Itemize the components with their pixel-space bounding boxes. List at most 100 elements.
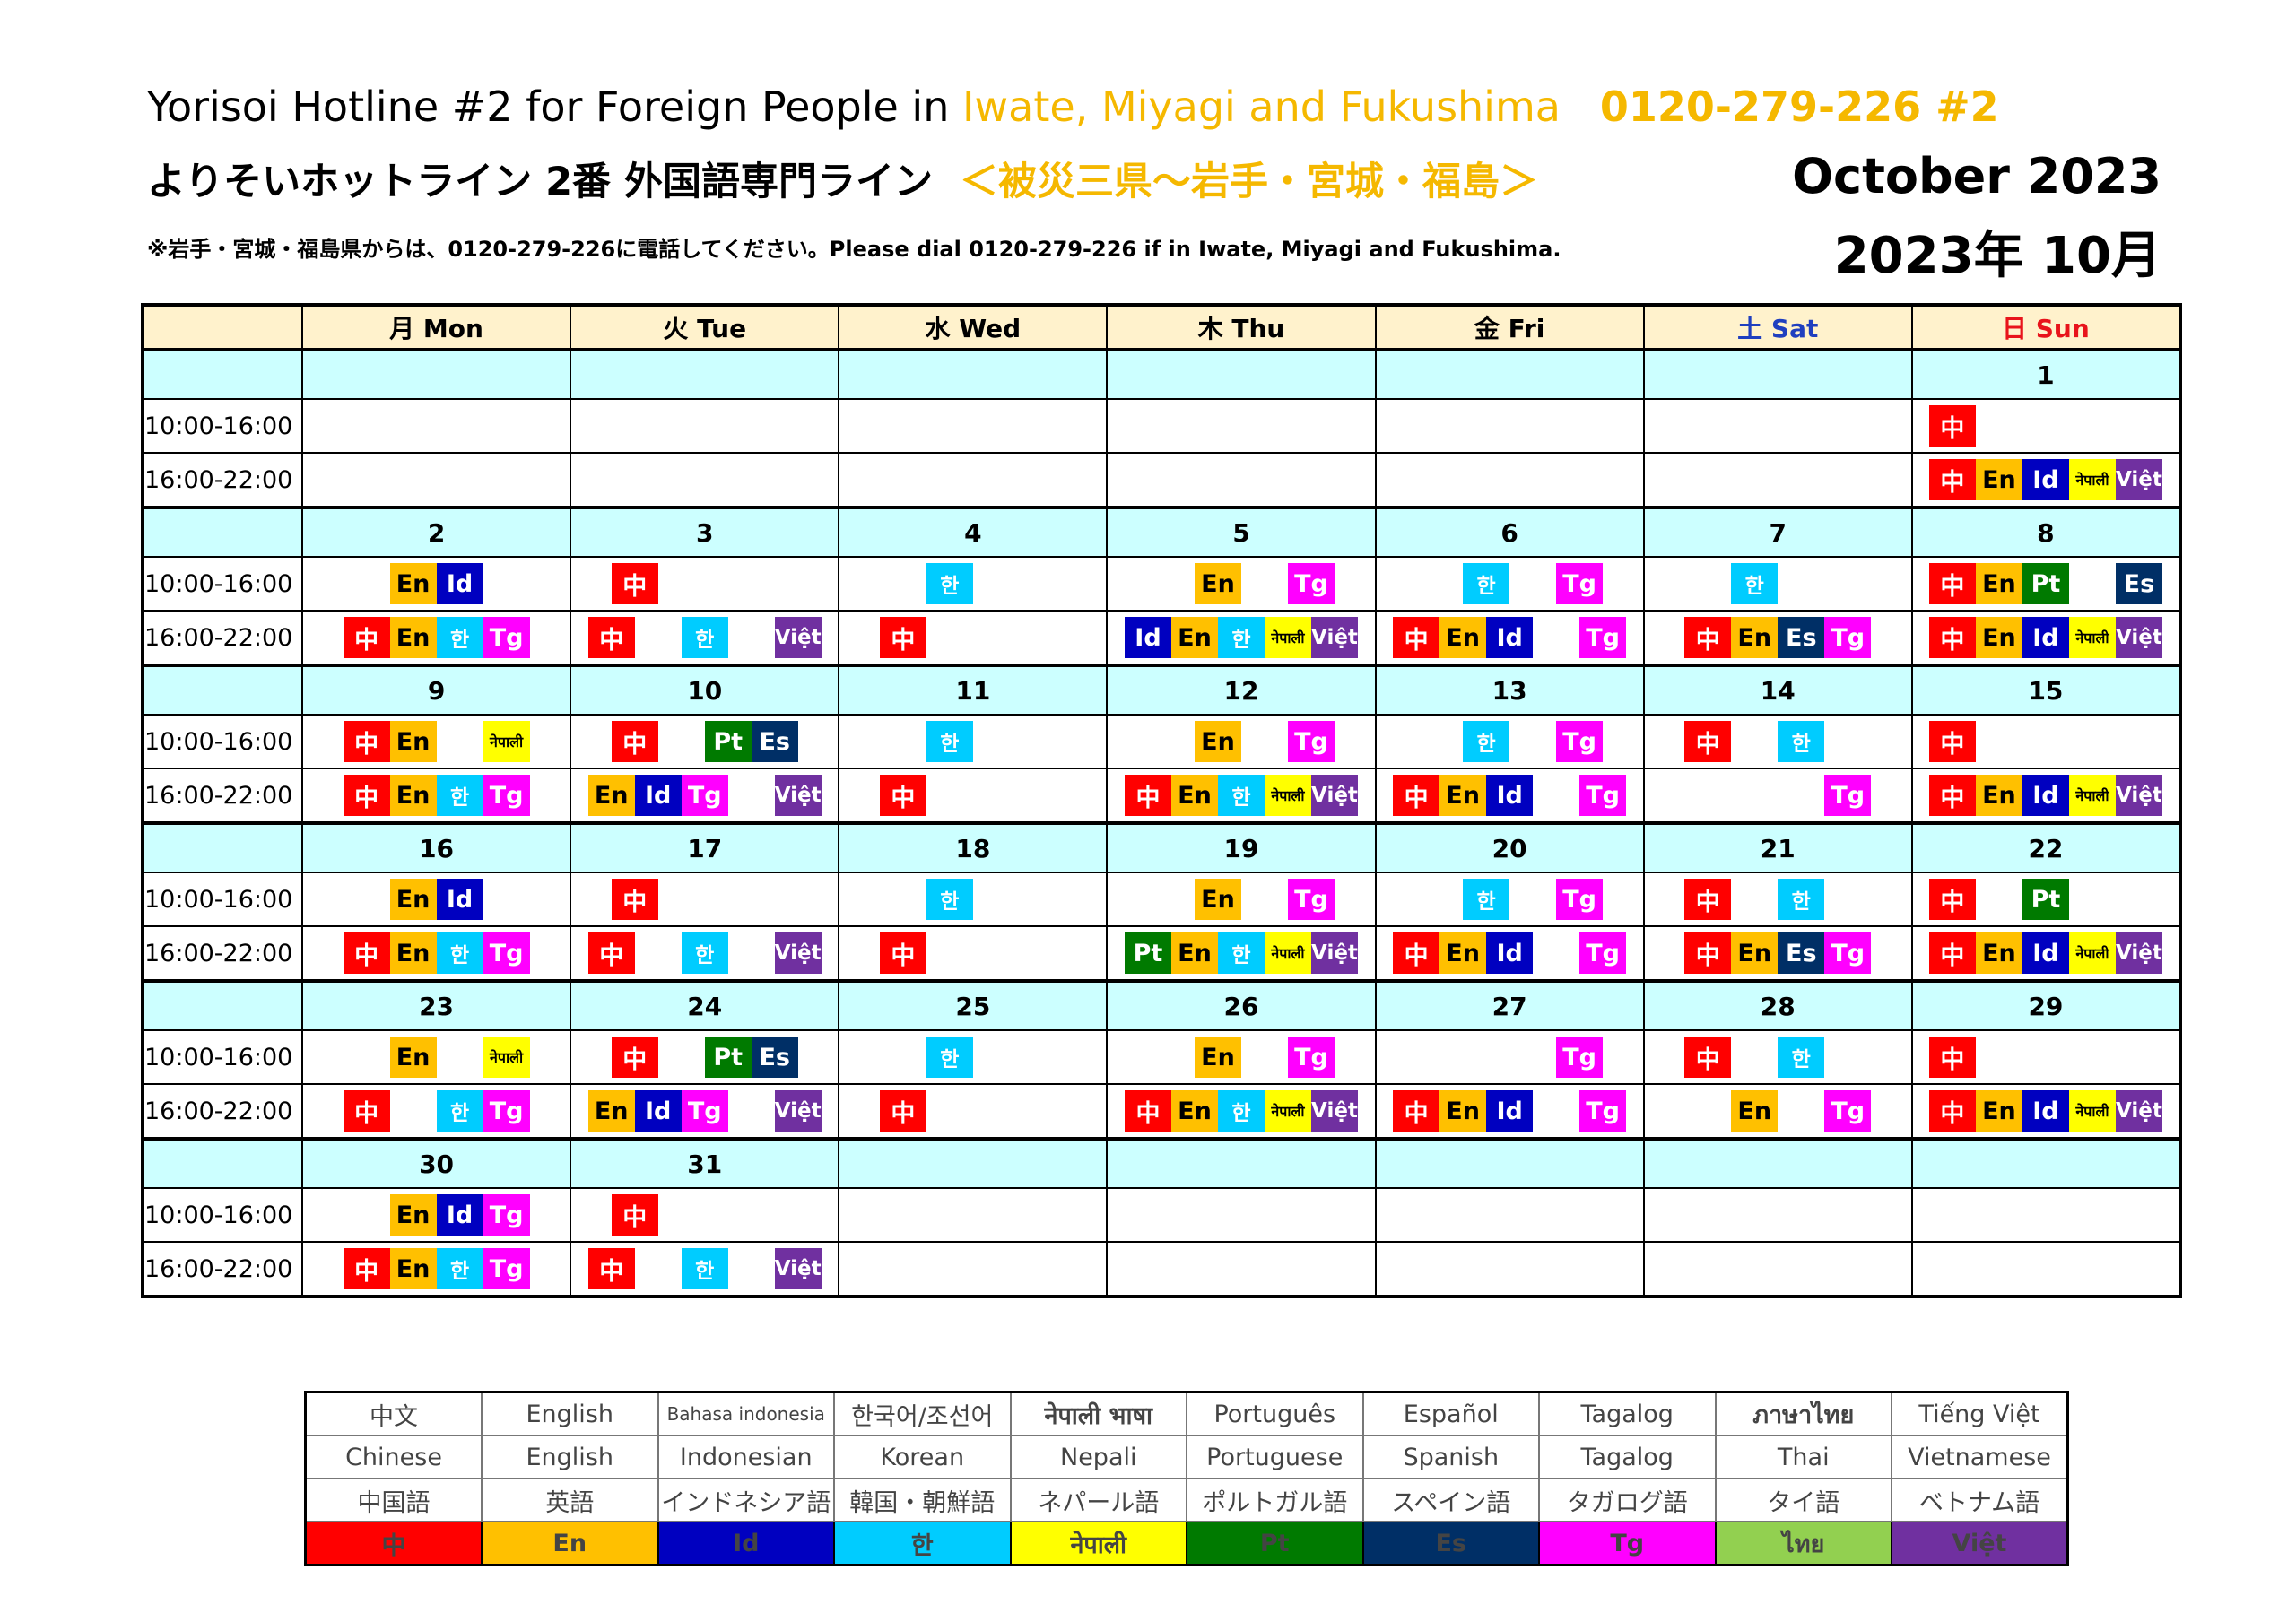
slot-cell-fri	[1374, 1241, 1645, 1298]
legend-english-vi: Vietnamese	[1891, 1435, 2069, 1479]
badge-spacer	[973, 879, 1020, 920]
language-badge-en: En	[389, 932, 437, 974]
badge-spacer	[1976, 879, 2022, 920]
time-slot-label: 10:00-16:00	[142, 714, 303, 769]
slot-cell-mon	[300, 452, 572, 509]
badge-spacer	[483, 563, 530, 604]
badge-spacer	[658, 563, 705, 604]
badge-spacer	[1976, 1037, 2022, 1078]
language-badge-en: En	[389, 1037, 437, 1078]
legend-swatch-pt: Pt	[1186, 1521, 1364, 1566]
language-badge-zh: 中	[1684, 721, 1732, 762]
badge-spacer	[1241, 721, 1288, 762]
badge-spacer	[728, 775, 775, 816]
slot-cell-wed: 한	[838, 1029, 1109, 1085]
language-badge-zh: 中	[611, 563, 658, 604]
language-badge-ne: नेपाली	[483, 721, 530, 762]
slot-cell-mon: En Id Tg	[300, 1187, 572, 1243]
legend-japanese-pt: ポルトガル語	[1186, 1478, 1364, 1522]
title-japanese: よりそいホットライン 2番 外国語専門ライン ＜被災三県～岩手・宮城・福島＞	[147, 151, 1538, 206]
badge-spacer	[1509, 1037, 1556, 1078]
slot-cell-sat: 中 En Es Tg	[1642, 925, 1913, 983]
time-slot-label: 16:00-22:00	[142, 452, 303, 509]
slot-cell-thu: En Tg	[1106, 872, 1377, 927]
language-badge-id: Id	[634, 775, 682, 816]
language-badge-id: Id	[1486, 932, 1534, 974]
legend-native-vi: Tiếng Việt	[1891, 1391, 2069, 1436]
language-badge-id: Id	[2022, 932, 2069, 974]
language-badge-ko: 한	[1463, 563, 1510, 604]
legend-swatch-id: Id	[657, 1521, 835, 1566]
slot-row-am: 10:00-16:00 En Id 中 한 En Tg 한 Tg 한 中 En Pt Es	[142, 556, 2182, 612]
badge-spacer	[1731, 879, 1778, 920]
badge-spacer	[635, 932, 682, 974]
legend-english-ko: Korean	[833, 1435, 1012, 1479]
date-row: 30 31	[142, 1138, 2182, 1189]
slot-row-pm: 16:00-22:00 中 En Id नेपाली Việt	[142, 452, 2182, 509]
language-badge-en: En	[587, 775, 635, 816]
language-badge-en: En	[389, 1248, 437, 1289]
language-badge-tg: Tg	[1556, 721, 1604, 762]
badge-spacer	[728, 1248, 775, 1289]
weekday-thu: 木 Thu	[1106, 304, 1377, 351]
language-slots: 中 Pt	[1913, 879, 2179, 920]
legend-native-ne: नेपाली भाषा	[1009, 1391, 1187, 1436]
badge-spacer	[2116, 1037, 2162, 1078]
language-badge-id: Id	[2022, 617, 2069, 658]
language-badge-tg: Tg	[1579, 1090, 1627, 1132]
slot-cell-sun: 中 Pt	[1910, 872, 2182, 927]
badge-spacer	[2069, 563, 2116, 604]
date-row-label	[142, 507, 303, 558]
language-badge-ko: 한	[926, 563, 973, 604]
language-badge-vi: Việt	[1310, 617, 1358, 658]
title-phone[interactable]: 0120-279-226 #2	[1599, 82, 1999, 131]
language-badge-vi: Việt	[774, 775, 822, 816]
language-badge-zh: 中	[1684, 932, 1732, 974]
date-row: 16 17 18 19 20 21 22	[142, 822, 2182, 873]
badge-spacer	[1020, 617, 1066, 658]
slot-cell-tue: 中	[570, 872, 840, 927]
legend-body: 中文 English Bahasa indonesia 한국어/조선어 नेपाली भ…	[304, 1391, 2069, 1566]
badge-spacer	[705, 879, 752, 920]
language-badge-en: En	[1170, 1090, 1218, 1132]
date-cell-sat: 7	[1642, 507, 1913, 558]
slot-cell-wed	[838, 398, 1109, 454]
language-badge-tg: Tg	[483, 932, 530, 974]
badge-spacer	[1684, 1090, 1731, 1132]
language-badge-zh: 中	[343, 617, 390, 658]
language-slots: 中	[839, 775, 1106, 816]
language-badge-vi: Việt	[774, 617, 822, 658]
language-slots: 中 En Id नेपाली Việt	[1913, 1090, 2179, 1132]
badge-spacer	[1463, 1037, 1509, 1078]
language-badge-en: En	[1439, 617, 1487, 658]
language-badge-en: En	[1975, 617, 2022, 658]
badge-spacer	[728, 1090, 775, 1132]
badge-spacer	[1976, 721, 2022, 762]
legend-native-en: English	[481, 1391, 659, 1436]
legend-japanese-es: スペイン語	[1361, 1478, 1540, 1522]
language-badge-en: En	[1975, 1090, 2022, 1132]
language-badge-ne: नेपाली	[2068, 932, 2116, 974]
badge-spacer	[2069, 879, 2116, 920]
badge-spacer	[926, 775, 973, 816]
slot-cell-sun	[1910, 1241, 2182, 1298]
language-slots: 한 Tg	[1377, 721, 1643, 762]
date-cell-thu: 5	[1106, 507, 1377, 558]
calendar-body: 1 10:00-16:00 中 16:00-22:00 中 En Id नेपाली Việt 2…	[142, 349, 2182, 1298]
language-badge-zh: 中	[1928, 405, 1976, 447]
language-badge-tg: Tg	[483, 1090, 530, 1132]
slot-cell-fri	[1374, 452, 1645, 509]
slot-cell-sat: 한	[1642, 556, 1913, 612]
language-badge-ko: 한	[926, 879, 973, 920]
badge-spacer	[2069, 1037, 2116, 1078]
date-row-label	[142, 822, 303, 873]
date-cell-sat: 21	[1642, 822, 1913, 873]
language-badge-zh: 中	[1393, 775, 1440, 816]
badge-spacer	[1778, 563, 1824, 604]
language-badge-zh: 中	[879, 932, 926, 974]
date-cell-mon: 2	[300, 507, 572, 558]
language-badge-zh: 中	[879, 1090, 926, 1132]
badge-spacer	[2022, 721, 2069, 762]
language-badge-zh: 中	[587, 1248, 635, 1289]
legend-english-row: Chinese English Indonesian Korean Nepali Port…	[304, 1435, 2069, 1479]
